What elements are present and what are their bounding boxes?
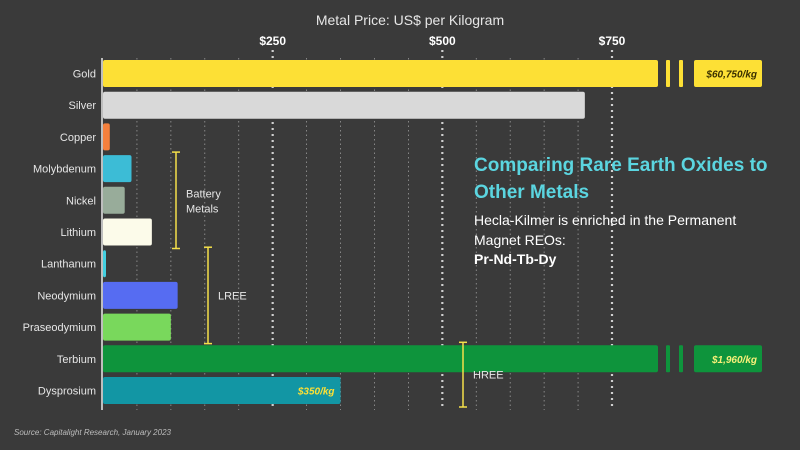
bar-gold [103, 60, 658, 87]
chart-subtitle: Hecla-Kilmer is enriched in the Permanen… [474, 212, 737, 248]
bar-break-segment-terbium [666, 345, 670, 373]
magnet-reo-list: Pr-Nd-Tb-Dy [474, 251, 557, 267]
category-label-silver: Silver [68, 100, 96, 112]
value-label-dysprosium: $350/kg [297, 387, 335, 398]
chart-title: Comparing Rare Earth Oxides to Other Met… [474, 155, 768, 203]
bar-neodymium [103, 281, 178, 309]
bar-terbium [103, 345, 658, 373]
value-label-gold: $60,750/kg [705, 70, 757, 81]
category-label-lithium: Lithium [61, 227, 96, 239]
category-label-copper: Copper [60, 132, 96, 144]
bar-copper [103, 123, 110, 151]
source-note: Source: Capitalight Research, January 20… [14, 428, 171, 437]
group-label-battery-metals: Battery Metals [186, 188, 221, 215]
bar-lithium [103, 218, 152, 246]
bar-silver [103, 91, 585, 119]
bar-break-segment-gold [666, 60, 670, 87]
group-label-lree: LREE [218, 290, 247, 302]
x-tick-label: $750 [599, 34, 626, 48]
category-label-dysprosium: Dysprosium [38, 386, 96, 398]
bar-break-segment-gold [679, 60, 683, 87]
bar-nickel [103, 186, 125, 214]
bar-molybdenum [103, 155, 132, 183]
x-axis-title: Metal Price: US$ per Kilogram [315, 12, 505, 28]
bar-dysprosium [103, 377, 341, 404]
bar-praseodymium [103, 313, 171, 341]
bar-break-segment-terbium [679, 345, 683, 373]
category-label-neodymium: Neodymium [37, 290, 96, 302]
category-label-praseodymium: Praseodymium [23, 322, 96, 334]
category-label-molybdenum: Molybdenum [33, 164, 96, 176]
category-label-nickel: Nickel [66, 195, 96, 207]
x-tick-label: $500 [429, 34, 456, 48]
category-label-lanthanum: Lanthanum [41, 259, 96, 271]
x-tick-label: $250 [259, 34, 286, 48]
bar-tail-gold [694, 60, 762, 87]
category-label-terbium: Terbium [57, 354, 96, 366]
bar-tail-terbium [694, 345, 762, 373]
value-label-terbium: $1,960/kg [711, 355, 757, 366]
group-label-hree: HREE [473, 370, 504, 382]
bar-lanthanum [103, 250, 106, 278]
category-label-gold: Gold [73, 69, 96, 81]
